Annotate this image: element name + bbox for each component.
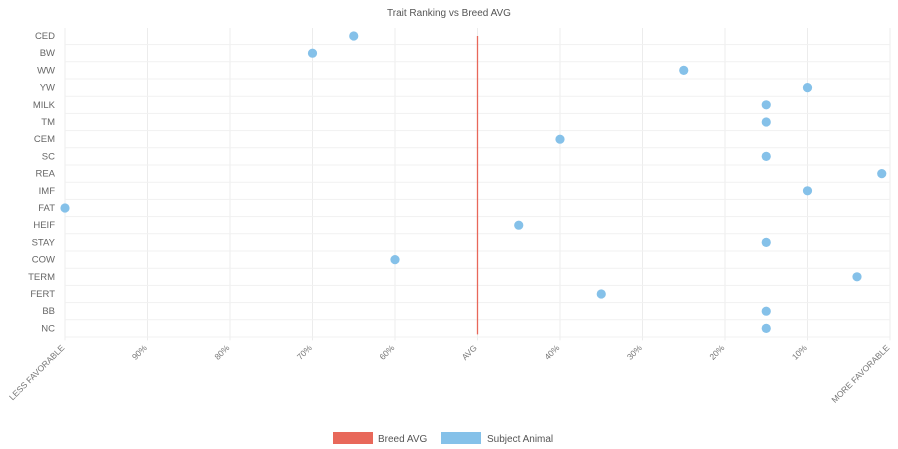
data-point-ww[interactable] bbox=[679, 65, 689, 75]
y-tick-label-bw: BW bbox=[40, 48, 55, 59]
data-point-stay[interactable] bbox=[761, 237, 771, 247]
point-layer bbox=[60, 31, 887, 333]
x-tick-label: 10% bbox=[790, 342, 809, 361]
y-tick-label-milk: MILK bbox=[33, 100, 56, 111]
y-tick-label-rea: REA bbox=[35, 169, 55, 180]
data-point-imf[interactable] bbox=[802, 186, 813, 196]
y-tick-label-sc: SC bbox=[42, 151, 55, 162]
x-tick-label: LESS FAVORABLE bbox=[7, 343, 67, 403]
data-point-bb[interactable] bbox=[761, 306, 771, 316]
x-tick-label: 90% bbox=[130, 342, 149, 361]
data-point-sc[interactable] bbox=[761, 151, 771, 161]
y-tick-label-stay: STAY bbox=[32, 237, 56, 248]
y-tick-label-heif: HEIF bbox=[33, 220, 55, 231]
y-tick-label-cow: COW bbox=[32, 255, 55, 266]
y-tick-label-bb: BB bbox=[42, 306, 55, 317]
x-tick-label: 80% bbox=[212, 342, 231, 361]
y-tick-label-term: TERM bbox=[28, 272, 55, 283]
x-tick-label: 30% bbox=[625, 342, 644, 361]
x-tick-label: 20% bbox=[707, 342, 726, 361]
y-tick-label-cem: CEM bbox=[34, 134, 55, 145]
x-tick-label: MORE FAVORABLE bbox=[829, 343, 891, 405]
y-tick-label-fert: FERT bbox=[30, 289, 55, 300]
data-point-tm[interactable] bbox=[761, 117, 771, 127]
x-tick-label: 60% bbox=[377, 342, 396, 361]
y-axis-labels: CED BW WW YW MILK TM CEM SC REA IMF FAT HEIF STAY COW… bbox=[28, 31, 56, 334]
legend-swatch-subject-animal[interactable] bbox=[441, 432, 481, 444]
legend: Breed AVG Subject Animal bbox=[333, 432, 553, 445]
data-point-milk[interactable] bbox=[761, 100, 771, 110]
data-point-nc[interactable] bbox=[761, 323, 771, 333]
data-point-ced[interactable] bbox=[349, 31, 359, 41]
data-point-term[interactable] bbox=[852, 272, 862, 282]
y-tick-label-ww: WW bbox=[37, 65, 55, 76]
x-axis-labels: LESS FAVORABLE 90% 80% 70% 60% AVG 40% 30% 20% 10… bbox=[7, 342, 892, 404]
y-tick-label-imf: IMF bbox=[39, 186, 56, 197]
legend-swatch-breed-avg[interactable] bbox=[333, 432, 373, 444]
y-tick-label-tm: TM bbox=[41, 117, 55, 128]
y-tick-label-yw: YW bbox=[40, 83, 55, 94]
data-point-cow[interactable] bbox=[390, 255, 400, 265]
legend-label-breed-avg[interactable]: Breed AVG bbox=[378, 434, 428, 445]
x-tick-label: AVG bbox=[460, 343, 479, 362]
data-point-fert[interactable] bbox=[596, 289, 606, 299]
data-point-fat[interactable] bbox=[60, 203, 70, 213]
data-point-cem[interactable] bbox=[555, 134, 565, 144]
data-point-heif[interactable] bbox=[514, 220, 524, 230]
chart-title: Trait Ranking vs Breed AVG bbox=[387, 8, 511, 19]
y-tick-label-fat: FAT bbox=[38, 203, 55, 214]
legend-label-subject-animal[interactable]: Subject Animal bbox=[487, 434, 553, 445]
x-tick-label: 40% bbox=[542, 342, 561, 361]
y-tick-label-ced: CED bbox=[35, 31, 55, 42]
data-point-bw[interactable] bbox=[307, 48, 318, 58]
y-tick-label-nc: NC bbox=[41, 323, 55, 334]
data-point-yw[interactable] bbox=[802, 83, 813, 93]
data-point-rea[interactable] bbox=[877, 169, 887, 179]
x-tick-label: 70% bbox=[295, 342, 314, 361]
